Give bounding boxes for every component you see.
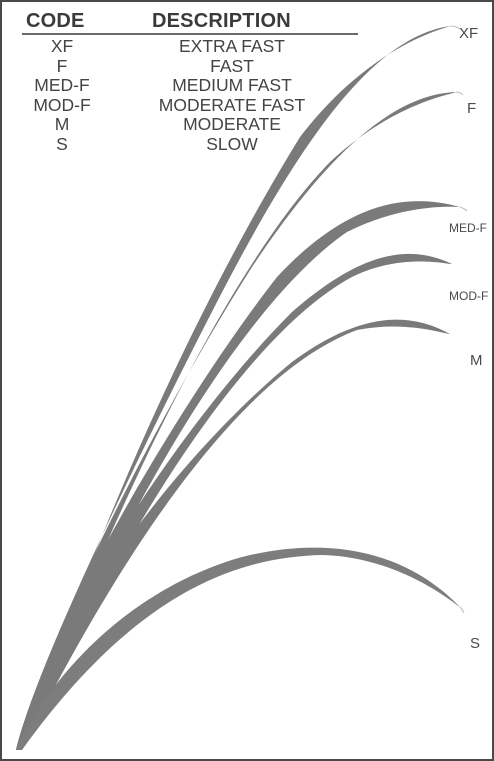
code-item: S [56, 133, 68, 154]
label-xf: XF [459, 25, 478, 42]
description-item: FAST [210, 55, 254, 76]
code-item: XF [50, 36, 74, 56]
legend-table: CODE DESCRIPTION XF F MED-F MOD-F M S EX… [2, 2, 362, 182]
code-item: MED-F [34, 75, 90, 96]
curve-s-tip [459, 606, 465, 614]
label-m: M [470, 352, 483, 369]
curve-s [16, 547, 460, 750]
description-item: MEDIUM FAST [172, 75, 292, 96]
label-s: S [470, 635, 480, 652]
curve-f-tip [455, 91, 464, 96]
description-item: EXTRA FAST [179, 36, 285, 56]
code-header: CODE [26, 10, 85, 32]
curve-xf-tip [449, 25, 461, 30]
description-column: EXTRA FAST FAST MEDIUM FAST MODERATE FAS… [142, 36, 322, 155]
code-column: XF F MED-F MOD-F M S [22, 36, 102, 155]
code-item: F [56, 55, 68, 76]
code-item: M [54, 114, 70, 135]
curve-med-f-tip [459, 206, 468, 212]
description-item: MODERATE FAST [158, 94, 306, 115]
label-mod-f: MOD-F [449, 289, 488, 303]
description-item: SLOW [206, 133, 258, 154]
description-header: DESCRIPTION [152, 10, 291, 32]
description-item: MODERATE [183, 114, 281, 135]
label-f: F [467, 100, 476, 117]
label-med-f: MED-F [449, 221, 487, 235]
code-item: MOD-F [33, 94, 91, 115]
header-underline [22, 33, 358, 35]
curve-f [16, 92, 456, 750]
